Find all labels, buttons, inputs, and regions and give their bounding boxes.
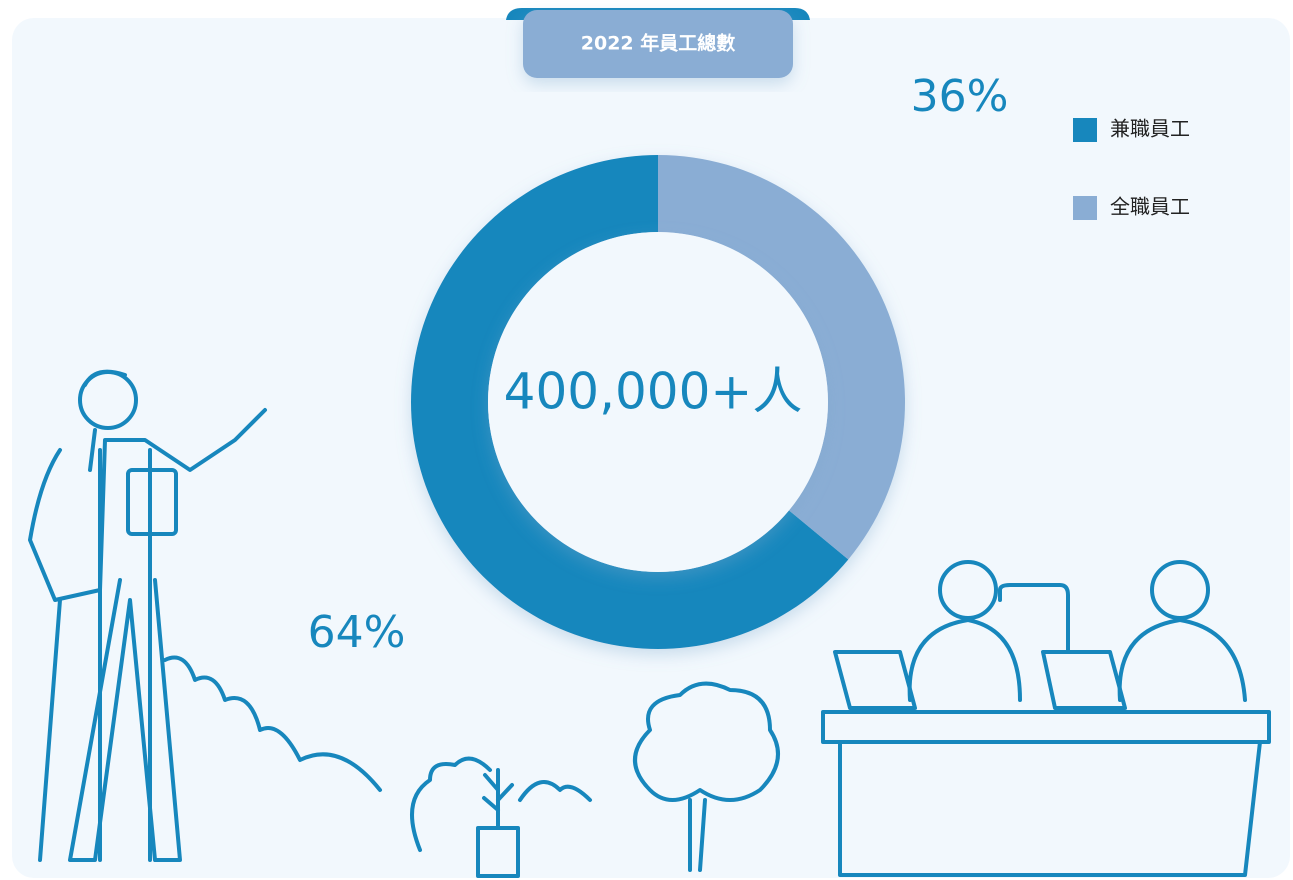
donut — [411, 155, 905, 649]
legend-label: 全職員工 — [1110, 195, 1190, 219]
donut-segment — [658, 155, 905, 560]
value-label: 64% — [308, 607, 406, 658]
value-label: 36% — [911, 71, 1009, 122]
donut-segment — [411, 155, 849, 649]
center-label: 400,000+人 — [504, 363, 803, 421]
title-tab — [523, 10, 793, 78]
legend-swatch — [1073, 196, 1097, 220]
illustration — [28, 369, 1271, 878]
chart-title: 2022 年員工總數 — [581, 32, 736, 55]
legend-label: 兼職員工 — [1110, 117, 1190, 141]
legend-swatch — [1073, 118, 1097, 142]
donut-hole — [488, 232, 828, 572]
